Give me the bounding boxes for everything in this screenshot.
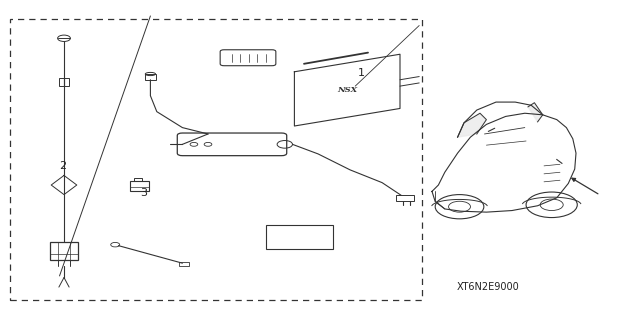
Bar (59, 78, 69, 86)
Bar (266, 225, 333, 249)
Bar (134, 178, 142, 181)
Polygon shape (458, 113, 486, 137)
Bar (10, 19, 422, 300)
Bar (179, 262, 189, 266)
Text: 1: 1 (358, 68, 365, 78)
Bar (130, 181, 149, 191)
Text: XT6N2E9000: XT6N2E9000 (457, 282, 520, 292)
Text: 2: 2 (59, 161, 67, 171)
Text: NSX: NSX (337, 86, 357, 94)
Bar (145, 74, 156, 80)
Bar (50, 242, 78, 260)
Polygon shape (528, 103, 543, 122)
Bar (396, 195, 414, 201)
Text: 3: 3 (141, 188, 147, 198)
